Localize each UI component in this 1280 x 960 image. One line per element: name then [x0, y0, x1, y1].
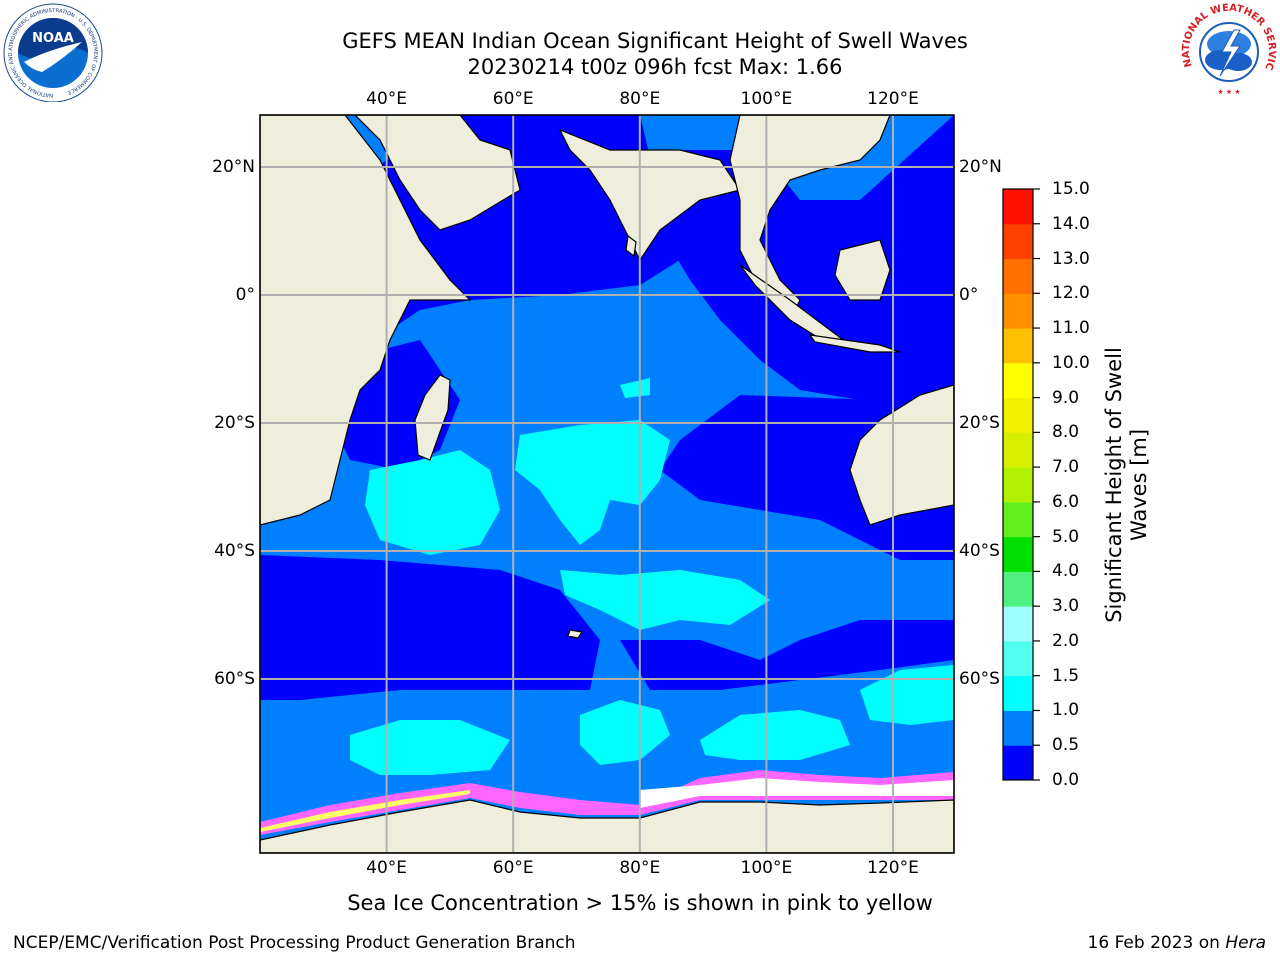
colorbar [1003, 188, 1040, 781]
sea-ice-white [640, 778, 954, 808]
colorbar-segment [1003, 223, 1033, 260]
land-borneo [834, 239, 891, 301]
lat-tick-left: 40°S [214, 541, 255, 561]
land-australia [849, 384, 954, 526]
footer-credit: NCEP/EMC/Verification Post Processing Pr… [13, 933, 576, 953]
colorbar-segment [1003, 258, 1033, 294]
colorbar-tick-label: 10.0 [1052, 352, 1090, 373]
colorbar-segment [1003, 571, 1033, 607]
colorbar-title: Significant Height of Swell Waves [m] [1102, 347, 1152, 623]
colorbar-tick-label: 3.0 [1052, 596, 1080, 617]
sea-ice-note: Sea Ice Concentration > 15% is shown in … [347, 891, 933, 915]
colorbar-tick-label: 1.0 [1052, 700, 1080, 721]
high-swell-patch-8 [620, 378, 650, 398]
high-swell-patch-2 [515, 420, 670, 545]
sea-ice-yellow [260, 790, 470, 832]
land-india [558, 128, 741, 262]
colorbar-tick-label: 0.0 [1052, 770, 1080, 790]
land-antarctica [260, 799, 954, 853]
colorbar-tick-label: 8.0 [1052, 422, 1080, 443]
lon-tick-bottom: 40°E [366, 858, 408, 878]
lon-tick-top: 40°E [366, 89, 408, 109]
colorbar-segment [1003, 467, 1033, 503]
high-swell-patch-5 [580, 700, 670, 765]
lat-tick-left: 60°S [214, 669, 255, 689]
colorbar-tick-label: 2.0 [1052, 630, 1080, 651]
lat-tick-left: 0° [235, 285, 255, 305]
colorbar-segment [1003, 397, 1033, 433]
lat-tick-right: 60°S [959, 669, 1000, 689]
colorbar-segment [1003, 640, 1033, 677]
high-swell-patch-6 [700, 710, 850, 760]
colorbar-segment [1003, 675, 1033, 711]
colorbar-tick-label: 1.5 [1052, 665, 1080, 686]
lon-tick-top: 80°E [619, 89, 661, 109]
colorbar-segment [1003, 189, 1033, 225]
map-frame [259, 114, 955, 854]
colorbar-tick-label: 13.0 [1052, 248, 1090, 269]
lat-tick-right: 0° [959, 285, 979, 305]
high-swell-patch-3 [560, 570, 770, 630]
colorbar-segment [1003, 432, 1033, 468]
colorbar-tick-label: 12.0 [1052, 283, 1090, 304]
colorbar-tick-label: 0.5 [1052, 735, 1080, 756]
map-title: GEFS MEAN Indian Ocean Significant Heigh… [342, 29, 968, 53]
map-subtitle: 20230214 t00z 096h fcst Max: 1.66 [467, 55, 843, 79]
colorbar-segment [1003, 606, 1033, 642]
lon-tick-bottom: 120°E [867, 858, 919, 878]
land-madagascar [414, 374, 451, 461]
colorbar-title-line1: Significant Height of Swell [1102, 347, 1126, 623]
lat-tick-right: 40°S [959, 541, 1000, 561]
lat-tick-right: 20°S [959, 413, 1000, 433]
colorbar-title-line2: Waves [m] [1127, 428, 1151, 542]
colorbar-segment [1003, 362, 1033, 399]
footer-host: Hera [1225, 933, 1266, 953]
nws-logo: NATIONAL WEATHER SERVICE ★ ★ ★ [1178, 0, 1277, 98]
lat-tick-left: 20°N [212, 157, 255, 177]
lat-tick-left: 20°S [214, 413, 255, 433]
lat-tick-right: 20°N [959, 157, 1002, 177]
low-swell-southern-west [260, 555, 600, 700]
lon-tick-bottom: 100°E [740, 858, 793, 878]
map-area [260, 115, 954, 853]
colorbar-segment [1003, 501, 1033, 538]
colorbar-segment [1003, 536, 1033, 572]
colorbar-frame [1002, 188, 1034, 781]
colorbar-segment [1003, 293, 1033, 329]
colorbar-tick-label: 11.0 [1052, 318, 1090, 339]
colorbar-segment [1003, 328, 1033, 364]
noaa-logo-text: NOAA [32, 31, 74, 46]
land-sri-lanka [625, 234, 637, 258]
graticule [260, 115, 954, 853]
noaa-logo: NATIONAL OCEANIC AND ATMOSPHERIC ADMINIS… [3, 3, 103, 102]
footer-date: 16 Feb 2023 on Hera [1088, 933, 1266, 953]
lon-tick-bottom: 80°E [619, 858, 661, 878]
lon-tick-top: 60°E [492, 89, 534, 109]
low-swell-southern-mid [620, 620, 954, 690]
colorbar-segment [1003, 710, 1033, 746]
colorbar-tick-label: 7.0 [1052, 457, 1080, 478]
land-kerguelen [567, 629, 584, 639]
high-swell-patch-4 [350, 720, 510, 775]
lon-tick-bottom: 60°E [492, 858, 534, 878]
lon-tick-top: 120°E [867, 89, 919, 109]
svg-text:★ ★ ★: ★ ★ ★ [1217, 88, 1240, 96]
land-java [808, 334, 901, 353]
high-swell-patch-1 [365, 450, 500, 555]
colorbar-tick-label: 5.0 [1052, 526, 1080, 547]
colorbar-tick-label: 4.0 [1052, 561, 1080, 582]
footer-date-text: 16 Feb 2023 on [1087, 933, 1226, 953]
colorbar-tick-label: 14.0 [1052, 213, 1090, 234]
colorbar-segment [1003, 745, 1033, 781]
colorbar-tick-label: 6.0 [1052, 491, 1080, 512]
colorbar-tick-label: 9.0 [1052, 387, 1080, 408]
colorbar-tick-label: 15.0 [1052, 179, 1090, 199]
lon-tick-top: 100°E [740, 89, 793, 109]
